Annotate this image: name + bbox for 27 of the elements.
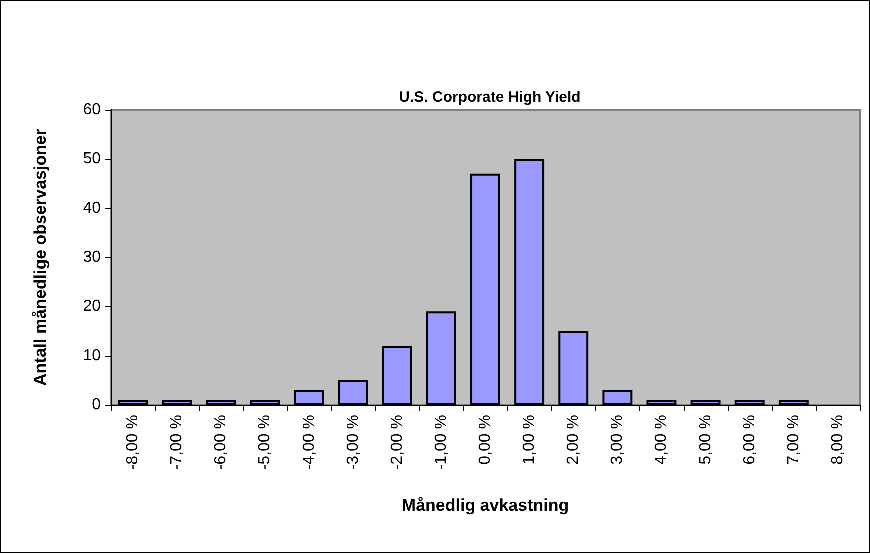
x-tick-label: -3,00 % [344,415,362,470]
y-tick-label: 50 [83,150,102,168]
x-tick-label: -8,00 % [124,415,142,470]
x-tick-label: 5,00 % [697,415,714,465]
x-tick-label: -4,00 % [300,415,318,470]
x-tick-label: 1,00 % [521,415,538,465]
x-tick-label: 8,00 % [829,415,846,465]
y-tick-label: 30 [83,249,102,266]
chart-title: U.S. Corporate High Yield [399,89,581,106]
y-axis-title: Antall månedlige observasjoner [31,128,50,386]
x-tick-label: 6,00 % [741,415,758,465]
x-tick-label: 2,00 % [565,415,582,465]
y-tick-label: 40 [83,200,102,217]
x-tick-label: -6,00 % [212,415,230,470]
x-tick-label: 4,00 % [653,415,670,465]
y-tick-label: 10 [83,347,102,364]
x-tick-label: -1,00 % [432,415,450,470]
x-axis-title: Månedlig avkastning [402,496,570,515]
y-tick-label: 60 [83,102,102,118]
x-tick-label: 0,00 % [477,415,494,465]
x-tick-label: -5,00 % [256,415,274,470]
y-tick-label: 0 [92,396,102,414]
x-tick-label: 3,00 % [609,415,626,465]
y-tick-label: 20 [83,298,102,316]
x-tick-label: 7,00 % [785,415,802,465]
x-tick-label: -7,00 % [168,415,186,470]
x-tick-label: -2,00 % [388,415,406,470]
